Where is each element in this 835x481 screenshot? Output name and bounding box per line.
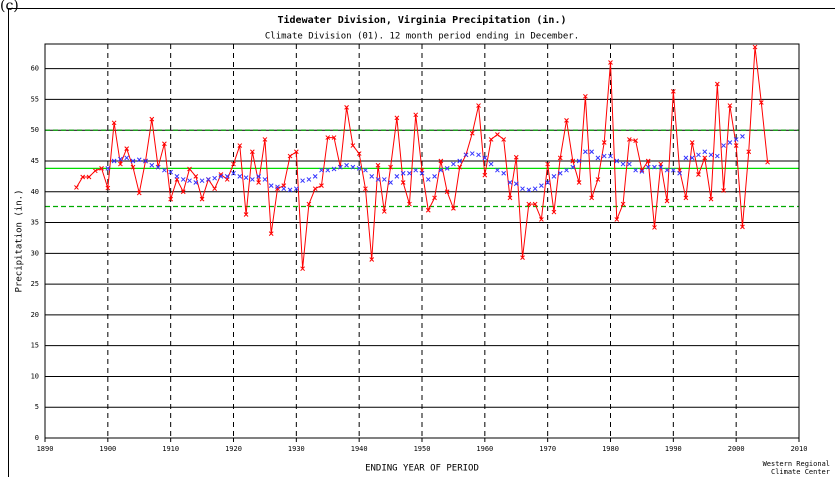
- y-tick-label: 15: [31, 342, 39, 350]
- x-tick-label: 1930: [288, 445, 305, 453]
- x-tick-label: 1970: [539, 445, 556, 453]
- x-tick-label: 1990: [665, 445, 682, 453]
- y-tick-label: 30: [31, 249, 39, 257]
- x-tick-label: 2000: [728, 445, 745, 453]
- y-tick-label: 55: [31, 95, 39, 103]
- x-tick-label: 1980: [602, 445, 619, 453]
- x-axis-label: ENDING YEAR OF PERIOD: [365, 464, 479, 474]
- y-tick-label: 50: [31, 126, 39, 134]
- x-tick-label: 1950: [414, 445, 431, 453]
- chart-subtitle: Climate Division (01). 12 month period e…: [265, 32, 579, 42]
- y-axis-label: Precipitation (in.): [15, 190, 25, 293]
- y-tick-label: 40: [31, 188, 39, 196]
- x-tick-label: 1920: [225, 445, 242, 453]
- chart-title: Tidewater Division, Virginia Precipitati…: [278, 14, 567, 26]
- y-tick-label: 0: [35, 434, 39, 442]
- y-tick-label: 20: [31, 311, 39, 319]
- y-tick-label: 60: [31, 65, 39, 73]
- x-tick-label: 1890: [37, 445, 54, 453]
- y-tick-label: 35: [31, 219, 39, 227]
- y-tick-label: 10: [31, 372, 39, 380]
- x-tick-label: 2010: [791, 445, 808, 453]
- x-tick-label: 1910: [162, 445, 179, 453]
- x-tick-label: 1940: [351, 445, 368, 453]
- y-tick-label: 45: [31, 157, 39, 165]
- y-tick-label: 5: [35, 403, 39, 411]
- x-tick-label: 1900: [99, 445, 116, 453]
- y-tick-label: 25: [31, 280, 39, 288]
- corner-mark: (c): [0, 0, 19, 14]
- source-note: Western Regional: [763, 460, 830, 468]
- source-note: Climate Center: [771, 468, 830, 476]
- x-tick-label: 1960: [476, 445, 493, 453]
